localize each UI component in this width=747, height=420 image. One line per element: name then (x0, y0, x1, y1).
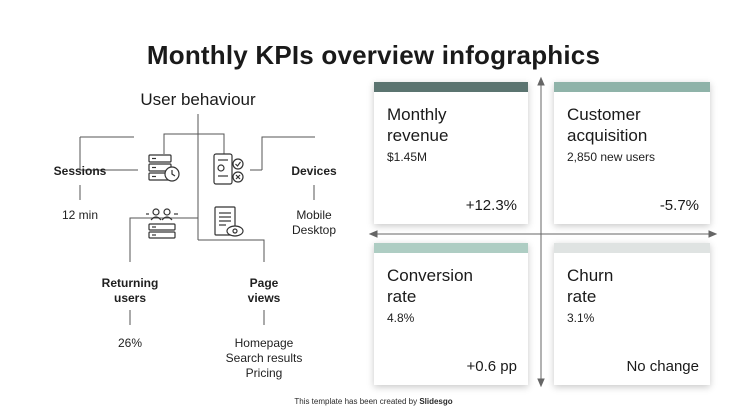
card-change: -5.7% (659, 197, 699, 214)
connector-icon-2 (198, 133, 225, 154)
mobile-checklist-icon (213, 153, 244, 185)
connector-pageviews (198, 239, 265, 262)
page-views-label-line1: Page (249, 276, 279, 290)
page-views-value-pricing: Pricing (245, 366, 283, 380)
sessions-label: Sessions (53, 164, 107, 178)
returning-users-label-line1: Returning (101, 276, 159, 290)
connector-devices (261, 136, 315, 170)
card-value: 3.1% (567, 311, 595, 325)
card-title-line1: Monthly (387, 105, 447, 124)
kpi-card-conversion-rate: Conversion rate 4.8% +0.6 pp (374, 243, 528, 385)
card-accent-bar (374, 243, 528, 253)
kpi-axis-arrow-right (708, 230, 718, 238)
devices-value-mobile: Mobile (296, 208, 332, 222)
card-value: 2,850 new users (567, 150, 656, 164)
footer-brand: Slidesgo (419, 397, 453, 406)
page-views-value-homepage: Homepage (234, 336, 294, 350)
connector-sessions (79, 137, 138, 171)
card-accent-bar (554, 82, 710, 92)
sessions-value: 12 min (61, 208, 99, 222)
card-value: $1.45M (387, 150, 428, 164)
returning-users-label-line2: users (113, 291, 147, 305)
kpi-axis-arrow-down (537, 378, 545, 388)
user-behaviour-heading: User behaviour (140, 90, 256, 109)
kpi-axis-arrow-up (537, 76, 545, 86)
card-title-line2: rate (387, 287, 417, 306)
card-change: No change (626, 358, 699, 375)
footer-prefix: This template has been created by (294, 397, 418, 406)
page-views-label-line2: views (247, 291, 281, 305)
card-accent-bar (554, 243, 710, 253)
devices-label: Devices (291, 164, 337, 178)
card-change: +0.6 pp (466, 358, 517, 375)
page-views-value-search: Search results (225, 351, 303, 365)
card-title-line2: acquisition (567, 126, 648, 145)
card-title-line1: Customer (567, 105, 641, 124)
card-title-line1: Conversion (387, 266, 473, 285)
card-title: Churn rate (567, 265, 707, 307)
card-title: Monthly revenue (387, 104, 527, 146)
page-title: Monthly KPIs overview infographics (146, 40, 601, 70)
kpi-card-monthly-revenue: Monthly revenue $1.45M +12.3% (374, 82, 528, 224)
connector-icon-1 (163, 133, 198, 154)
card-title-line2: revenue (387, 126, 449, 145)
returning-users-value: 26% (117, 336, 143, 350)
kpi-card-customer-acquisition: Customer acquisition 2,850 new users -5.… (554, 82, 710, 224)
document-view-icon (214, 206, 244, 237)
server-clock-icon (148, 154, 180, 182)
connector-returning (129, 217, 198, 262)
kpi-card-churn-rate: Churn rate 3.1% No change (554, 243, 710, 385)
card-value: 4.8% (387, 311, 415, 325)
card-title-line1: Churn (567, 266, 614, 285)
card-title: Customer acquisition (567, 104, 707, 146)
card-change: +12.3% (465, 197, 517, 214)
users-server-icon (146, 208, 178, 239)
card-title-line2: rate (567, 287, 597, 306)
card-accent-bar (374, 82, 528, 92)
card-title: Conversion rate (387, 265, 527, 307)
devices-value-desktop: Desktop (291, 223, 337, 237)
kpi-axis-arrow-left (368, 230, 378, 238)
footer-credit: This template has been created by Slides… (0, 397, 747, 406)
